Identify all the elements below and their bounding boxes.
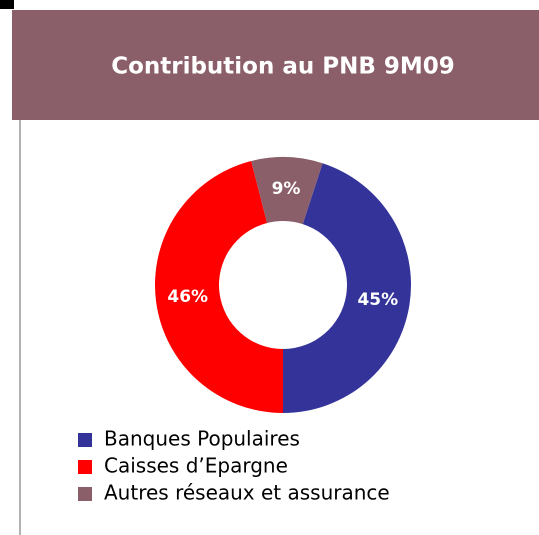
corner-mark: [0, 0, 14, 9]
legend-label: Banques Populaires: [104, 427, 300, 451]
legend-swatch: [78, 487, 92, 501]
legend-swatch: [78, 433, 92, 447]
donut-slice: [283, 163, 411, 413]
data-label: 45%: [357, 290, 398, 310]
legend-swatch: [78, 460, 92, 474]
header-band: [12, 10, 539, 120]
data-label: 9%: [272, 179, 301, 199]
donut-slice: [251, 157, 323, 225]
legend-label: Autres réseaux et assurance: [104, 481, 390, 505]
donut-slice: [155, 161, 283, 413]
legend-label: Caisses d’Epargne: [104, 454, 288, 478]
chart-title: Contribution au PNB 9M09: [111, 54, 455, 80]
data-label: 46%: [167, 287, 208, 307]
